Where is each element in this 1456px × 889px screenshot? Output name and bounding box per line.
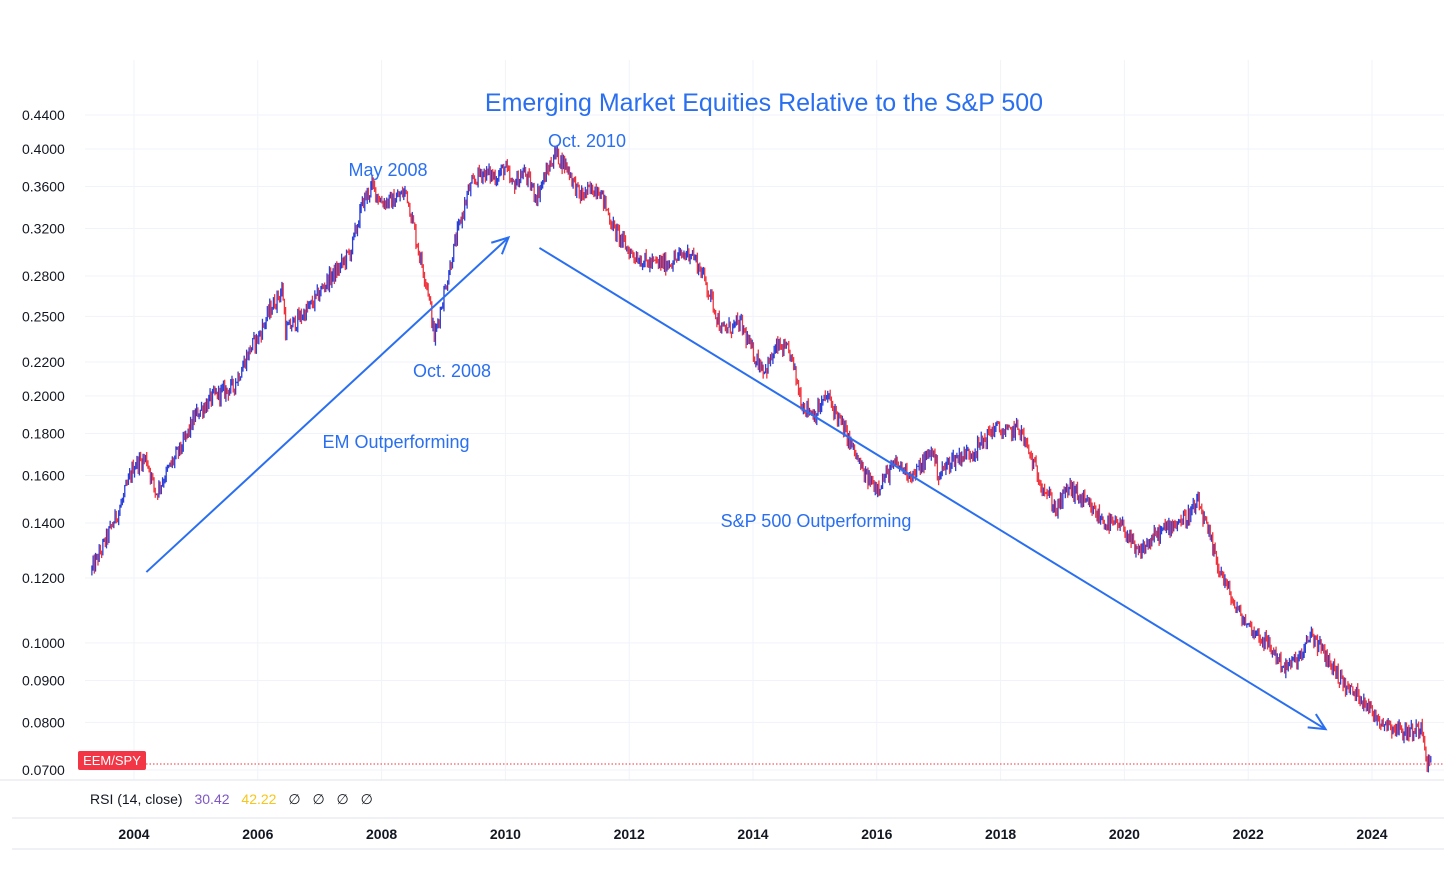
y-tick-label: 0.4400 — [22, 107, 65, 123]
annotation-sp500-outperforming: S&P 500 Outperforming — [721, 511, 912, 531]
annotation-oct-2008: Oct. 2008 — [413, 361, 491, 381]
grid — [85, 60, 1444, 780]
y-tick-label: 0.4000 — [22, 141, 65, 157]
x-tick-label: 2010 — [490, 826, 521, 842]
trend-arrows — [145, 235, 1328, 731]
x-tick-label: 2022 — [1233, 826, 1264, 842]
y-tick-label: 0.2000 — [22, 388, 65, 404]
rsi-empty-1: ∅ — [288, 791, 300, 807]
x-tick-label: 2016 — [861, 826, 892, 842]
x-axis: 2004 2006 2008 2010 2012 2014 2016 2018 2020 2022… — [118, 826, 1387, 842]
annotation-em-outperforming: EM Outperforming — [322, 432, 469, 452]
y-tick-label: 0.2200 — [22, 354, 65, 370]
rsi-value-1: 30.42 — [194, 791, 229, 807]
chart-title: Emerging Market Equities Relative to the… — [485, 89, 1043, 117]
x-tick-label: 2006 — [242, 826, 273, 842]
y-tick-label: 0.2800 — [22, 268, 65, 284]
y-tick-label: 0.1200 — [22, 570, 65, 586]
symbol-badge: EEM/SPY — [78, 751, 146, 770]
x-tick-label: 2012 — [614, 826, 645, 842]
price-series — [91, 144, 1432, 773]
trend-arrow-line — [145, 236, 510, 573]
x-tick-label: 2014 — [737, 826, 768, 842]
rsi-label: RSI (14, close) — [90, 791, 183, 807]
x-tick-label: 2018 — [985, 826, 1016, 842]
y-tick-label: 0.0700 — [22, 762, 65, 778]
y-tick-label: 0.0900 — [22, 672, 65, 688]
y-tick-label: 0.1800 — [22, 425, 65, 441]
trend-arrow-head — [1307, 713, 1328, 731]
x-tick-label: 2004 — [118, 826, 149, 842]
y-tick-label: 0.3600 — [22, 179, 65, 195]
y-tick-label: 0.1000 — [22, 635, 65, 651]
rsi-legend: RSI (14, close) 30.42 42.22 ∅ ∅ ∅ ∅ — [90, 791, 373, 807]
symbol-label: EEM/SPY — [83, 753, 141, 768]
trend-arrow-line — [538, 247, 1327, 731]
annotation-may-2008: May 2008 — [348, 160, 427, 180]
y-axis: 0.4400 0.4000 0.3600 0.3200 0.2800 0.2500 0.22… — [22, 107, 65, 778]
y-tick-label: 0.2500 — [22, 308, 65, 324]
trend-arrow-head — [490, 235, 511, 255]
x-tick-label: 2008 — [366, 826, 397, 842]
y-tick-label: 0.0800 — [22, 714, 65, 730]
rsi-value-2: 42.22 — [241, 791, 276, 807]
x-tick-label: 2020 — [1109, 826, 1140, 842]
rsi-empty-4: ∅ — [361, 791, 373, 807]
annotation-oct-2010: Oct. 2010 — [548, 131, 626, 151]
x-tick-label: 2024 — [1356, 826, 1387, 842]
rsi-empty-3: ∅ — [337, 791, 349, 807]
y-tick-label: 0.1600 — [22, 467, 65, 483]
y-tick-label: 0.1400 — [22, 515, 65, 531]
y-tick-label: 0.3200 — [22, 220, 65, 236]
rsi-empty-2: ∅ — [312, 791, 324, 807]
svg-text:RSI (14, close) 30.42: RSI (14, close) 30.42 42.22 ∅ ∅ ∅ ∅ — [90, 791, 373, 807]
